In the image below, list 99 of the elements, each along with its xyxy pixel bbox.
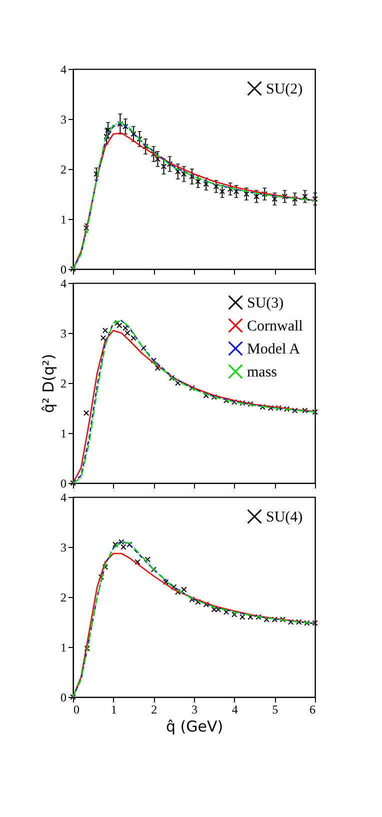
point	[282, 194, 288, 200]
legend-label: mass	[247, 364, 278, 380]
point	[195, 178, 201, 184]
point	[160, 164, 167, 170]
y-tick-label: 1	[60, 212, 66, 226]
point	[168, 375, 175, 381]
point	[175, 589, 181, 595]
point	[312, 620, 318, 626]
point	[102, 328, 108, 334]
point	[175, 168, 181, 174]
point	[117, 121, 124, 127]
y-tick-label: 2	[60, 590, 66, 604]
point	[260, 404, 266, 410]
y-axis-title: q̂² D(q²)	[40, 354, 58, 414]
point	[114, 320, 120, 326]
legend-label: Cornwall	[247, 318, 303, 334]
point	[264, 616, 270, 622]
y-tick-label: 0	[60, 476, 66, 490]
point	[248, 401, 254, 407]
point	[312, 409, 318, 415]
x-tick-label: 0	[74, 702, 80, 716]
y-tick-label: 3	[60, 326, 66, 340]
point	[272, 196, 278, 202]
point	[272, 616, 278, 622]
point	[244, 191, 250, 197]
y-tick-label: 0	[60, 690, 66, 704]
y-tick-label: 2	[60, 162, 66, 176]
point	[181, 171, 187, 177]
point	[240, 614, 246, 620]
y-tick-label: 4	[60, 490, 66, 504]
legend-label: SU(4)	[266, 510, 303, 526]
point	[276, 405, 282, 411]
point	[195, 599, 201, 605]
legend-label: SU(2)	[266, 82, 303, 98]
point	[284, 406, 290, 412]
point	[175, 380, 181, 386]
x-tick-label: 6	[310, 702, 316, 716]
x-tick-label: 5	[272, 702, 278, 716]
point	[84, 646, 90, 652]
point	[268, 405, 274, 411]
point	[181, 586, 187, 592]
point	[256, 614, 262, 620]
point	[280, 616, 286, 622]
point	[130, 335, 136, 341]
y-tick-label: 0	[60, 262, 66, 276]
point	[126, 542, 132, 548]
point	[162, 579, 169, 585]
x-axis-title: q̂ (GeV)	[166, 718, 224, 736]
y-tick-label: 1	[60, 426, 66, 440]
point	[134, 559, 140, 565]
point	[227, 186, 234, 192]
point	[254, 194, 260, 200]
point	[292, 196, 298, 202]
y-tick-label: 4	[60, 62, 66, 76]
point	[219, 188, 226, 194]
point	[130, 131, 136, 137]
point	[234, 188, 240, 194]
point	[94, 171, 100, 177]
y-tick-label: 2	[60, 376, 66, 390]
point	[154, 365, 161, 371]
point	[189, 596, 195, 602]
point	[203, 602, 209, 608]
x-tick-label: 2	[151, 702, 158, 716]
legend-label: SU(3)	[247, 296, 284, 312]
point	[248, 614, 254, 620]
x-tick-label: 1	[110, 702, 117, 716]
point	[302, 408, 308, 414]
point	[203, 181, 209, 187]
point	[100, 335, 106, 341]
y-tick-label: 3	[60, 540, 66, 554]
point	[231, 399, 238, 405]
x-tick-label: 4	[232, 702, 238, 716]
point	[170, 584, 177, 590]
y-tick-label: 3	[60, 112, 66, 126]
point	[262, 191, 268, 197]
x-tick-label: 3	[192, 702, 198, 716]
point	[122, 124, 128, 130]
legend-label: Model A	[247, 342, 300, 358]
point	[304, 620, 310, 626]
point	[116, 322, 122, 328]
point	[211, 606, 218, 612]
point	[203, 392, 209, 398]
point	[213, 184, 220, 190]
y-tick-label: 4	[60, 276, 66, 290]
point	[292, 408, 298, 414]
point	[83, 410, 90, 416]
point	[189, 174, 195, 180]
point	[231, 612, 238, 618]
point	[140, 345, 146, 351]
point	[288, 619, 294, 625]
point	[302, 194, 308, 200]
point	[240, 400, 246, 406]
point	[296, 619, 302, 625]
y-tick-label: 1	[60, 640, 66, 654]
point	[142, 144, 148, 150]
point	[144, 556, 150, 562]
point	[112, 542, 118, 548]
point	[312, 196, 318, 202]
point	[215, 606, 222, 612]
